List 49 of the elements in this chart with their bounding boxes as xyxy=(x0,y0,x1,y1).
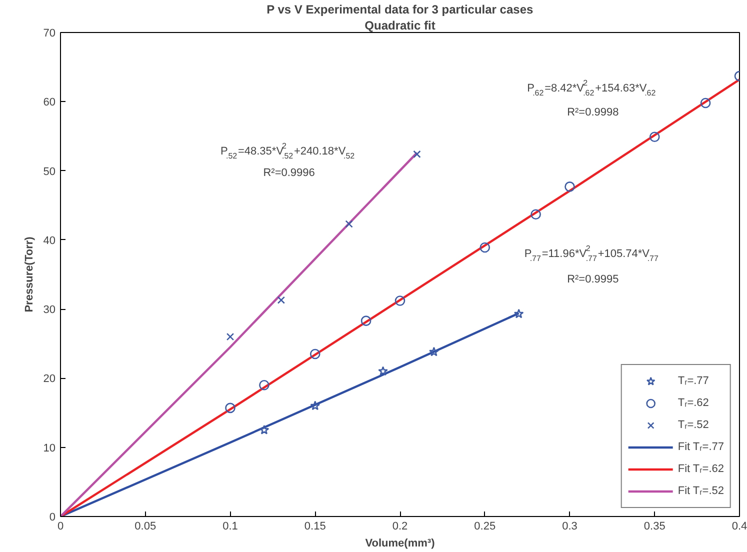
x-tick-label: 0.3 xyxy=(562,520,578,532)
point xyxy=(429,346,439,356)
point xyxy=(700,98,711,108)
legend-label: Tᵣ=.77 xyxy=(678,375,709,387)
legend-label: Fit Tᵣ=.62 xyxy=(678,463,724,475)
annotation: R²=0.9995 xyxy=(567,273,619,286)
chart-subtitle: Quadratic fit xyxy=(364,18,436,32)
x-tick-label: 0 xyxy=(57,520,64,532)
y-tick-label: 40 xyxy=(43,234,56,247)
x-tick-label: 0.35 xyxy=(644,520,666,532)
legend-label: Tᵣ=.62 xyxy=(678,397,709,409)
point xyxy=(413,150,421,158)
point xyxy=(345,220,353,228)
x-tick-label: 0.1 xyxy=(222,520,238,532)
point xyxy=(259,424,270,434)
y-tick-label: 0 xyxy=(49,512,56,524)
y-tick-label: 60 xyxy=(43,96,56,109)
annotation: R²=0.9996 xyxy=(263,166,315,179)
legend-label: Fit Tᵣ=.52 xyxy=(678,485,724,497)
y-tick-label: 20 xyxy=(43,373,56,386)
x-tick-label: 0.05 xyxy=(134,520,156,532)
point xyxy=(514,308,524,318)
x-tick-label: 0.25 xyxy=(474,520,496,532)
point xyxy=(360,316,372,326)
chart-title: P vs V Experimental data for 3 particular cases xyxy=(266,2,534,16)
point xyxy=(649,132,660,142)
y-tick-label: 70 xyxy=(43,28,56,40)
x-tick-label: 0.2 xyxy=(392,520,408,532)
y-axis-title: Pressure(Torr) xyxy=(23,236,36,312)
y-tick-label: 10 xyxy=(43,442,56,454)
annotation: R²=0.9998 xyxy=(567,106,619,119)
x-tick-label: 0.4 xyxy=(732,520,747,532)
point xyxy=(564,182,575,192)
point xyxy=(226,332,234,341)
point xyxy=(277,296,286,304)
point xyxy=(225,402,236,414)
point xyxy=(310,348,320,360)
x-tick-label: 0.15 xyxy=(304,520,326,532)
y-tick-label: 50 xyxy=(43,166,56,178)
point xyxy=(378,366,388,376)
point xyxy=(480,242,490,253)
point xyxy=(310,400,320,410)
x-axis-title: Volume(mm³) xyxy=(365,538,436,550)
point xyxy=(394,296,406,306)
point xyxy=(259,380,270,390)
point xyxy=(530,209,541,220)
legend-label: Fit Tᵣ=.77 xyxy=(678,441,724,453)
legend-label: Tᵣ=.52 xyxy=(678,419,709,431)
y-tick-label: 30 xyxy=(43,304,56,316)
